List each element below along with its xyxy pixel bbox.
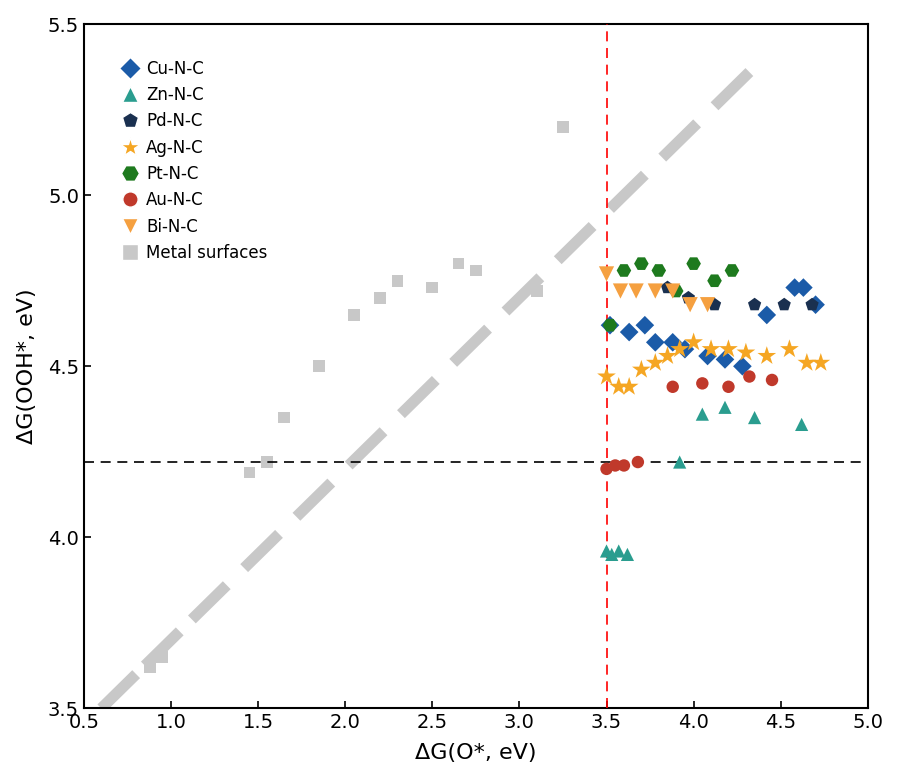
Point [622,381,636,393]
Point [613,285,627,297]
Point [529,285,544,297]
Point [346,309,361,321]
Point [669,285,683,297]
Point [665,336,680,349]
Legend: Cu-N-C, Zn-N-C, Pd-N-C, Ag-N-C, Pt-N-C, Au-N-C, Bi-N-C, Metal surfaces: Cu-N-C, Zn-N-C, Pd-N-C, Ag-N-C, Pt-N-C, … [108,46,281,275]
Point [637,319,652,332]
Point [808,299,823,311]
Point [155,651,169,663]
Point [665,381,680,393]
Point [373,292,387,304]
Point [143,661,157,674]
Point [599,544,614,557]
Point [777,299,791,311]
Point [718,401,733,413]
Point [605,548,619,561]
Point [661,349,675,362]
X-axis label: ΔG(O*, eV): ΔG(O*, eV) [415,743,536,764]
Point [747,411,761,424]
Point [312,360,327,373]
Point [648,285,662,297]
Point [616,264,631,277]
Point [707,299,722,311]
Point [620,548,634,561]
Point [469,264,483,277]
Point [634,257,649,270]
Point [721,381,735,393]
Point [611,544,625,557]
Point [681,292,696,304]
Point [634,363,649,376]
Point [629,285,643,297]
Point [739,346,753,359]
Point [814,356,828,369]
Point [391,275,405,287]
Point [603,319,617,332]
Point [800,356,814,369]
Point [795,418,809,431]
Point [742,370,757,383]
Point [648,336,662,349]
Point [721,343,735,356]
Point [724,264,739,277]
Point [608,459,623,472]
Point [782,343,796,356]
Point [672,343,687,356]
Point [683,299,698,311]
Point [687,336,701,349]
Point [687,257,701,270]
Point [603,319,617,332]
Point [652,264,666,277]
Point [796,282,811,294]
Point [735,360,750,373]
Point [616,459,631,472]
Point [718,353,733,366]
Point [242,466,256,479]
Point [747,299,761,311]
Point [556,121,571,133]
Point [788,282,802,294]
Point [631,456,645,468]
Point [599,463,614,475]
Point [700,299,715,311]
Point [695,377,709,389]
Point [599,370,614,383]
Point [648,356,662,369]
Point [277,411,292,424]
Point [704,343,718,356]
Point [678,343,692,356]
Point [695,408,709,420]
Point [661,282,675,294]
Point [765,374,779,386]
Point [451,257,465,270]
Point [611,381,625,393]
Point [672,456,687,468]
Point [622,326,636,339]
Point [760,349,774,362]
Point [707,275,722,287]
Point [760,309,774,321]
Point [805,299,819,311]
Point [599,268,614,280]
Point [665,285,680,297]
Point [700,349,715,362]
Y-axis label: ΔG(OOH*, eV): ΔG(OOH*, eV) [17,289,37,444]
Point [259,456,274,468]
Point [425,282,439,294]
